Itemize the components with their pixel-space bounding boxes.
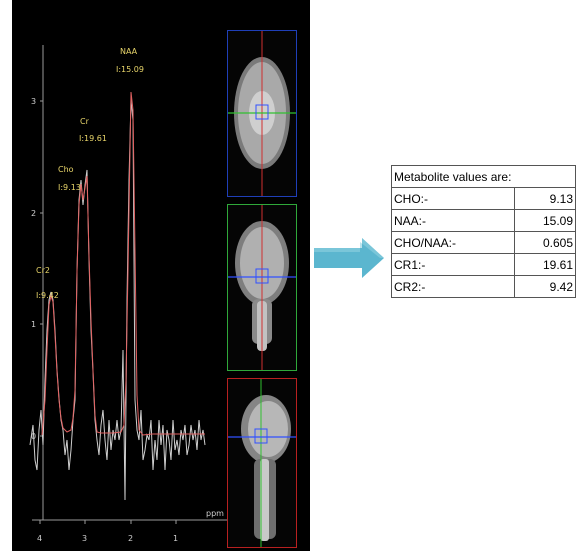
brain-region (248, 401, 288, 457)
x-tick-label: 3 (82, 534, 87, 543)
mri-sagittal-image (228, 379, 296, 547)
peak-label-value: I:9.42 (36, 291, 59, 300)
metabolite-label: CR2:- (391, 275, 515, 298)
raw-spectrum-line (29, 99, 206, 501)
metabolite-value: 9.13 (513, 187, 576, 210)
x-tick-label: 2 (128, 534, 133, 543)
voxel-box (255, 104, 269, 120)
fitted-spectrum-line (41, 91, 205, 436)
arrow-right-icon (314, 238, 384, 278)
metabolite-value: 0.605 (513, 231, 576, 254)
metabolite-value: 15.09 (513, 209, 576, 232)
metabolite-value: 9.42 (513, 275, 576, 298)
mri-coronal-image (228, 205, 296, 370)
mri-axial-image (228, 31, 296, 196)
peak-label-value: I:19.61 (79, 134, 107, 143)
y-tick-label: 3 (31, 97, 36, 106)
peak-label-name: NAA (120, 47, 138, 56)
x-tick-label: 4 (37, 534, 42, 543)
table-row: CHO:- 9.13 (391, 187, 576, 210)
table-row: NAA:- 15.09 (391, 209, 576, 232)
metabolite-table: Metabolite values are: CHO:- 9.13 NAA:- … (391, 165, 576, 298)
mri-sagittal-view[interactable] (227, 378, 297, 548)
y-tick-label: 1 (31, 320, 36, 329)
x-unit-label: ppm (206, 509, 224, 518)
metabolite-value: 19.61 (513, 253, 576, 276)
voxel-box (254, 428, 268, 444)
table-row: CR1:- 19.61 (391, 253, 576, 276)
peak-label-name: Cho (58, 165, 74, 174)
table-row: CR2:- 9.42 (391, 275, 576, 298)
peak-label-name: Cr (80, 117, 90, 126)
table-header: Metabolite values are: (391, 165, 576, 188)
table-row: CHO/NAA:- 0.605 (391, 231, 576, 254)
metabolite-label: CHO:- (391, 187, 515, 210)
spectroscopy-viewer: 3 2 1 0 4 3 2 1 ppm NAA I:15.09 Cr I:19.… (12, 0, 310, 551)
peak-label-value: I:15.09 (116, 65, 144, 74)
mri-axial-view[interactable] (227, 30, 297, 197)
peak-label-value: I:9.13 (58, 183, 81, 192)
spectrum-plot: 3 2 1 0 4 3 2 1 ppm NAA I:15.09 Cr I:19.… (29, 45, 230, 543)
metabolite-label: NAA:- (391, 209, 515, 232)
table-header-row: Metabolite values are: (391, 165, 576, 188)
mri-coronal-view[interactable] (227, 204, 297, 371)
y-tick-label: 2 (31, 209, 36, 218)
metabolite-table-container: Metabolite values are: CHO:- 9.13 NAA:- … (391, 165, 576, 298)
metabolite-label: CR1:- (391, 253, 515, 276)
peak-label-name: Cr2 (36, 266, 50, 275)
metabolite-label: CHO/NAA:- (391, 231, 515, 254)
voxel-box (255, 268, 269, 284)
spine-region (260, 459, 269, 541)
x-tick-label: 1 (173, 534, 178, 543)
